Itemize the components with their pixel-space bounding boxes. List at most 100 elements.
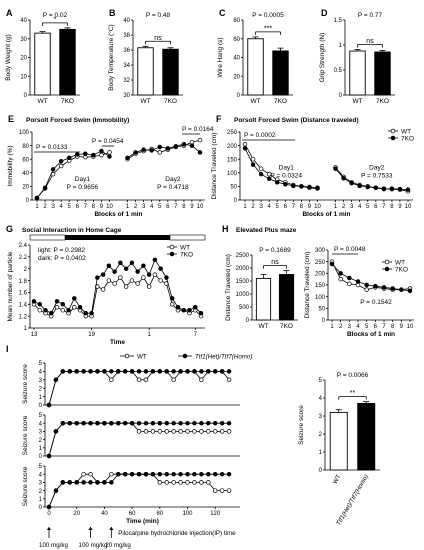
panel-i-row3-point bbox=[212, 471, 218, 477]
panel-i-row2-point bbox=[74, 420, 79, 426]
panel-d-letter: D bbox=[321, 8, 328, 18]
panel-i-x-tick-label: 0 bbox=[47, 511, 51, 517]
panel-i-row3-point bbox=[206, 480, 211, 485]
panel-i-row3-point bbox=[164, 480, 169, 485]
panel-i-row1-point bbox=[95, 369, 100, 374]
panel-i-injection-label: 100 mg/kg bbox=[79, 542, 108, 549]
panel-e-x-label: Blocks of 1 min bbox=[94, 211, 142, 218]
panel-i-legend-point bbox=[182, 353, 188, 359]
panel-i-row2-point bbox=[178, 429, 183, 434]
panel-i-row2-point bbox=[53, 429, 59, 434]
panel-h-left-y-tick-label: 500 bbox=[239, 305, 250, 311]
panel-h-right-point bbox=[399, 287, 404, 292]
panel-h-right-x-tick-label: 9 bbox=[400, 324, 404, 330]
panel-b-y-label: Body Temperature (°C) bbox=[107, 24, 115, 90]
panel-g-y-tick-label: 1.6 bbox=[19, 291, 28, 297]
panel-i-row3-point bbox=[199, 480, 204, 485]
panel-b-y-tick-label: 34 bbox=[123, 63, 130, 69]
panel-g-point bbox=[37, 302, 43, 307]
panel-e-day2-point bbox=[125, 155, 130, 161]
panel-e-day1-point bbox=[50, 167, 56, 172]
panel-e-y-tick-label: 20 bbox=[22, 185, 29, 191]
panel-f-day2-point bbox=[341, 175, 346, 181]
panel-h-left-y-tick-label: 1500 bbox=[236, 279, 250, 285]
panel-f-day2-point bbox=[365, 184, 370, 190]
panel-g-point bbox=[66, 307, 71, 313]
panel-g-y-tick-label: 2.4 bbox=[19, 243, 28, 249]
panel-a-letter: A bbox=[6, 8, 13, 18]
panel-e-x-tick-label: 4 bbox=[150, 204, 154, 210]
panel-g-point bbox=[146, 284, 152, 289]
panel-i-row3-point bbox=[185, 471, 190, 477]
panel-h-right-legend-label: 7KO bbox=[395, 266, 408, 273]
panel-f-day1-point bbox=[283, 181, 288, 187]
panel-e-y-tick-label: 60 bbox=[22, 157, 29, 163]
panel-g-point bbox=[192, 305, 198, 310]
panel-i-row2-point bbox=[150, 429, 156, 434]
panel-g-legend-point bbox=[169, 251, 175, 257]
panel-e-day2-point bbox=[181, 141, 187, 147]
panel-g-point bbox=[129, 260, 135, 266]
panel-g-x-tick-label: 13 bbox=[31, 332, 38, 338]
panel-i-row3-point bbox=[74, 480, 79, 485]
panel-e-day-label: Day2 bbox=[165, 176, 181, 183]
panel-i-row3-point bbox=[88, 480, 93, 485]
panel-i-row2-point bbox=[219, 429, 225, 434]
panel-f-day1-point bbox=[274, 180, 280, 185]
panel-e-y-tick-label: 40 bbox=[22, 171, 29, 177]
panel-g-point bbox=[112, 269, 117, 274]
panel-e-day1-point bbox=[42, 185, 48, 191]
panel-i-row2-point bbox=[60, 420, 66, 426]
panel-e-day1-point bbox=[58, 163, 64, 169]
panel-g-point bbox=[135, 269, 140, 274]
panel-i-row1-point bbox=[67, 369, 73, 374]
panel-h-right-point bbox=[381, 285, 387, 290]
panel-i-row1-point bbox=[60, 369, 66, 374]
panel-i-row1-y-tick-label: 0 bbox=[39, 403, 43, 409]
panel-i-row2-point bbox=[226, 429, 232, 434]
panel-i-injection-arrowhead bbox=[109, 527, 114, 530]
panel-i-right-category-label: Ttf1(Het)/Ttf7(Homo) bbox=[335, 474, 370, 527]
panel-i-row3-ko-line bbox=[48, 473, 230, 508]
panel-e-x-tick-label: 10 bbox=[106, 204, 113, 210]
panel-e-day2-point bbox=[149, 148, 154, 153]
panel-g-point bbox=[60, 307, 66, 313]
panel-g-title: Social Interaction in Home Cage bbox=[22, 227, 122, 234]
panel-g-point bbox=[129, 278, 135, 283]
panel-e-day2-point bbox=[157, 150, 162, 155]
panel-i-row1-point bbox=[192, 369, 197, 374]
panel-i-row2-y-label: Seizure score bbox=[22, 415, 29, 455]
panel-a-category-label: 7KO bbox=[61, 98, 74, 105]
panel-g-y-tick-label: 2.2 bbox=[19, 255, 28, 261]
panel-b-category-label: WT bbox=[140, 98, 150, 105]
panel-i-row3-y-tick-label: 4 bbox=[39, 472, 43, 478]
panel-i-row3-y-tick-label: 2 bbox=[39, 489, 43, 495]
panel-e-x-tick-label: 9 bbox=[100, 204, 104, 210]
panel-i-right-y-tick-label: 3 bbox=[319, 414, 323, 420]
panel-e-y-label: Immobility (%) bbox=[7, 145, 14, 186]
panel-i-x-label: Time (min) bbox=[126, 518, 159, 525]
panel-e-day1-point bbox=[66, 155, 72, 161]
panel-e-day1-point bbox=[99, 148, 104, 154]
panel-i-row3-point bbox=[53, 488, 59, 493]
panel-i-row2-point bbox=[129, 420, 135, 426]
panel-f-day-label: Day1 bbox=[279, 164, 295, 171]
panel-i-right-y-tick-label: 1 bbox=[319, 450, 323, 456]
panel-f-x-tick-label: 8 bbox=[300, 204, 304, 210]
panel-g-point bbox=[169, 296, 175, 301]
panel-h-right-p-value: P = 0.0048 bbox=[334, 246, 366, 253]
panel-i-row3-point bbox=[81, 480, 86, 485]
panel-i-right-y-tick-label: 2 bbox=[319, 432, 323, 438]
panel-f-day1-point bbox=[266, 176, 272, 182]
panel-i-row3-y-tick-label: 1 bbox=[39, 497, 43, 503]
panel-g-letter: G bbox=[6, 224, 13, 234]
panel-f-legend-point bbox=[390, 135, 396, 141]
panel-f-day2-ko-line bbox=[335, 168, 409, 191]
panel-f-y-label: Distance Traveled (cm) bbox=[211, 133, 218, 200]
panel-i-row2-point bbox=[81, 420, 86, 426]
panel-h-right-point bbox=[338, 271, 343, 276]
panel-g-point bbox=[54, 305, 60, 310]
panel-b-p-value: P = 0.48 bbox=[146, 12, 171, 19]
panel-e-x-tick-label: 8 bbox=[92, 204, 96, 210]
